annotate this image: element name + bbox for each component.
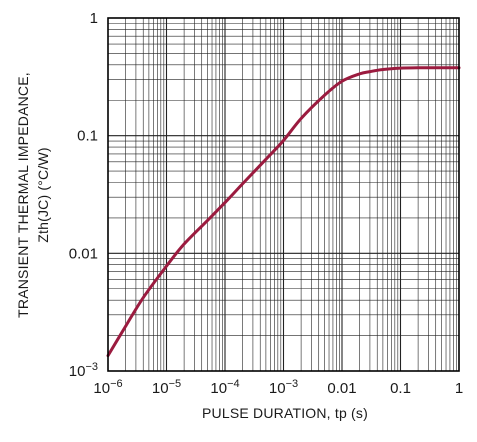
y-axis-title-line2: Zth(JC) (°C/W)	[35, 147, 51, 243]
plot-frame	[107, 17, 460, 372]
x-tick-label: 10−3	[269, 378, 298, 397]
y-tick-label: 1	[90, 10, 98, 27]
curve-layer	[106, 66, 461, 358]
thermal-impedance-curve	[106, 66, 461, 358]
y-axis-title-line1: TRANSIENT THERMAL IMPEDANCE,	[15, 72, 31, 318]
x-tick-label: 0.01	[327, 380, 356, 397]
y-tick-label: 0.01	[69, 245, 98, 262]
tick-labels: 10−6 10−5 10−4 10−3 0.01 0.1 1 10−3 0.01 0.1 1	[69, 10, 463, 397]
y-axis-title: TRANSIENT THERMAL IMPEDANCE, Zth(JC) (°C…	[15, 72, 51, 318]
x-tick-label: 10−5	[152, 378, 181, 397]
x-tick-label: 10−6	[93, 378, 122, 397]
x-tick-label: 1	[455, 380, 463, 397]
x-tick-label: 0.1	[390, 380, 411, 397]
x-axis-title: PULSE DURATION, tp (s)	[202, 405, 368, 421]
x-tick-label: 10−4	[210, 378, 239, 397]
y-tick-label: 0.1	[77, 128, 98, 145]
y-tick-label: 10−3	[69, 361, 98, 380]
grid-layer	[108, 18, 459, 371]
